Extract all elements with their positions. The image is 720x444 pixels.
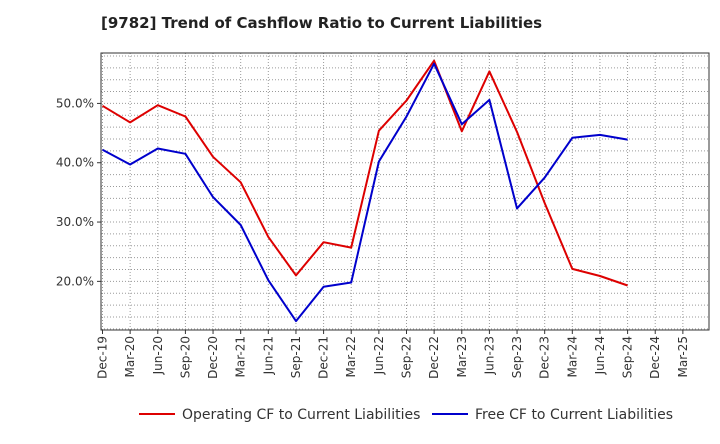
x-tick-label: Mar-22 <box>344 336 358 377</box>
grid-layer <box>101 53 709 330</box>
x-tick-label: Dec-20 <box>206 336 220 379</box>
x-axis: Dec-19 Mar-20 Jun-20 Sep-20 Dec-20 Mar-21 Jun-… <box>96 330 690 379</box>
x-tick-label: Jun-22 <box>372 336 386 375</box>
x-tick-label: Sep-20 <box>178 336 192 378</box>
x-tick-label: Mar-24 <box>565 336 579 377</box>
x-tick-label: Sep-22 <box>400 336 414 378</box>
x-tick-label: Mar-20 <box>123 336 137 377</box>
series-line-free-cf <box>102 62 628 323</box>
x-tick-label: Sep-23 <box>510 336 524 378</box>
x-tick-label: Jun-20 <box>151 336 165 375</box>
x-tick-label: Dec-19 <box>96 336 110 379</box>
y-axis: 20.0% 30.0% 40.0% 50.0% <box>56 96 101 288</box>
legend-label: Operating CF to Current Liabilities <box>182 407 420 423</box>
x-tick-label: Jun-24 <box>593 336 607 375</box>
chart-title: [9782] Trend of Cashflow Ratio to Curren… <box>101 14 543 32</box>
x-tick-label: Dec-23 <box>538 336 552 379</box>
x-tick-label: Dec-22 <box>427 336 441 379</box>
x-tick-label: Jun-23 <box>482 336 496 375</box>
y-tick-label: 40.0% <box>56 156 94 170</box>
x-tick-label: Dec-24 <box>648 336 662 379</box>
x-tick-label: Sep-21 <box>289 336 303 378</box>
x-tick-label: Mar-25 <box>676 336 690 377</box>
x-tick-label: Sep-24 <box>621 336 635 378</box>
plot-frame <box>100 52 710 331</box>
y-tick-label: 30.0% <box>56 215 94 229</box>
legend-label: Free CF to Current Liabilities <box>475 407 673 423</box>
x-tick-label: Mar-21 <box>234 336 248 377</box>
x-tick-label: Mar-23 <box>455 336 469 377</box>
y-tick-label: 50.0% <box>56 96 94 110</box>
y-tick-label: 20.0% <box>56 274 94 288</box>
x-tick-label: Jun-21 <box>261 336 275 375</box>
series-layer <box>101 59 628 323</box>
series-line-operating-cf <box>101 59 628 287</box>
legend: Operating CF to Current Liabilities Free … <box>139 407 673 423</box>
x-tick-label: Dec-21 <box>317 336 331 379</box>
